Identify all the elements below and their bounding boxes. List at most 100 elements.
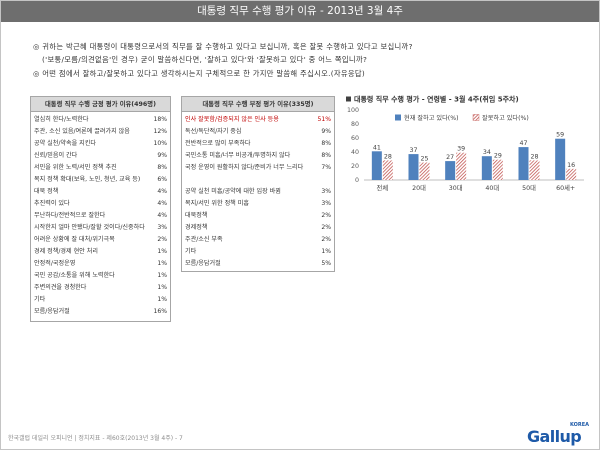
row-label: 시작한지 얼마 안됐다/잘할 것이다/신중하다	[34, 224, 145, 231]
data-label: 34	[483, 149, 491, 156]
negative-table-body: 인사 잘못함/검증되지 않은 인사 등용 51% 독선/독단적/자기 중심 9% 전…	[182, 112, 334, 270]
row-label: 서민을 위한 노력/서민 정책 추진	[34, 164, 117, 171]
data-label: 16	[567, 162, 575, 169]
page-title: 대통령 직무 수행 평가 이유 - 2013년 3월 4주	[197, 5, 403, 17]
bar-positive	[518, 147, 529, 180]
row-label: 기타	[34, 296, 46, 303]
table-row: 국정 운영이 원활하지 않다/준비가 너무 느리다 7%	[185, 162, 331, 186]
row-value: 9%	[157, 152, 167, 159]
data-label: 37	[409, 147, 417, 154]
row-label: 신뢰/믿음이 간다	[34, 152, 78, 159]
row-label: 주변의견을 경청한다	[34, 284, 87, 291]
row-label: 전반적으로 많이 부족하다	[185, 140, 251, 147]
row-value: 1%	[157, 248, 167, 255]
x-tick-label: 40대	[485, 184, 499, 192]
row-value: 6%	[157, 176, 167, 183]
data-label: 27	[446, 154, 454, 161]
row-value: 18%	[153, 116, 167, 123]
table-row-highlight: 인사 잘못함/검증되지 않은 인사 등용 51%	[185, 114, 331, 126]
logo-sub-text: KOREA	[569, 422, 589, 428]
table-row: 주변의견을 경청한다 1%	[34, 282, 167, 294]
row-label: 주관/소신 부족	[185, 236, 223, 243]
row-value: 4%	[157, 212, 167, 219]
negative-reasons-table: 대통령 직무 수행 부정 평가 이유(335명) 인사 잘못함/검증되지 않은 …	[181, 96, 335, 272]
row-value: 4%	[157, 188, 167, 195]
bar-positive	[481, 156, 492, 180]
table-row: 국민소통 미흡/너무 비공개/투명하지 않다 8%	[185, 150, 331, 162]
table-row: 시작한지 얼마 안됐다/잘할 것이다/신중하다 3%	[34, 222, 167, 234]
table-row: 공약 실천/약속을 지킨다 10%	[34, 138, 167, 150]
legend-label-negative: 잘못하고 있다(%)	[482, 114, 529, 122]
row-label: 추진력이 있다	[34, 200, 70, 207]
question-1-followup: ('보통/모름/의견없음'인 경우) 굳이 말씀하신다면, '잘하고 있다'와 …	[42, 55, 368, 64]
bar-positive	[371, 151, 382, 180]
data-label: 59	[556, 132, 564, 139]
negative-table-title: 대통령 직무 수행 부정 평가 이유(335명)	[182, 97, 334, 112]
table-row: 어려운 상황에 잘 대처/위기극복 2%	[34, 234, 167, 246]
row-label: 안정적/국정운영	[34, 260, 76, 267]
row-label: 경제정책	[185, 224, 208, 231]
footer-source: 한국갤럽 데일리 오피니언 | 정치지표 - 제60호(2013년 3월 4주)…	[8, 435, 183, 442]
table-row: 기타 1%	[185, 246, 331, 258]
row-value: 2%	[321, 236, 331, 243]
table-row: 모름/응답거절 5%	[185, 258, 331, 270]
data-label: 47	[519, 140, 527, 147]
x-tick-label: 20대	[412, 184, 426, 192]
table-row: 복지 정책 확대(보육, 노인, 청년, 교육 등) 6%	[34, 174, 167, 186]
bar-negative	[382, 160, 393, 180]
row-value: 2%	[321, 224, 331, 231]
x-tick-label: 50대	[522, 184, 536, 192]
row-label: 주관, 소신 있음/여론에 끌려가지 않음	[34, 128, 130, 135]
positive-table-title: 대통령 직무 수행 긍정 평가 이유(496명)	[31, 97, 170, 112]
data-label: 41	[373, 144, 381, 151]
bar-negative	[419, 162, 430, 180]
table-row: 대북정책 2%	[185, 210, 331, 222]
row-value: 3%	[157, 224, 167, 231]
table-row: 추진력이 있다 4%	[34, 198, 167, 210]
row-label: 모름/응답거절	[185, 260, 221, 267]
row-label: 경제 정책/경제 현안 처리	[34, 248, 98, 255]
legend-swatch-positive	[395, 114, 401, 121]
row-value: 5%	[321, 260, 331, 267]
data-label: 25	[420, 156, 428, 163]
row-value: 8%	[321, 140, 331, 147]
data-label: 28	[530, 153, 538, 160]
bar-negative	[566, 168, 577, 180]
row-label: 대북정책	[185, 212, 208, 219]
row-value: 9%	[321, 128, 331, 135]
row-value: 4%	[157, 200, 167, 207]
table-row: 모름/응답거절 16%	[34, 306, 167, 318]
table-row: 안정적/국정운영 1%	[34, 258, 167, 270]
row-label: 독선/독단적/자기 중심	[185, 128, 242, 135]
y-tick-label: 20	[351, 163, 359, 170]
row-value: 1%	[321, 248, 331, 255]
row-label: 인사 잘못함/검증되지 않은 인사 등용	[185, 116, 279, 123]
y-tick-label: 0	[355, 177, 359, 184]
y-tick-label: 40	[351, 149, 359, 156]
row-value: 2%	[157, 236, 167, 243]
row-value: 51%	[317, 116, 331, 123]
row-label: 국정 운영이 원활하지 않다/준비가 너무 느리다	[185, 164, 304, 171]
data-label: 29	[494, 153, 502, 160]
bar-positive	[445, 161, 456, 180]
row-label: 기타	[185, 248, 197, 255]
row-value: 10%	[153, 140, 167, 147]
y-tick-label: 80	[351, 121, 359, 128]
table-row: 열심히 한다/노력한다 18%	[34, 114, 167, 126]
table-row: 주관/소신 부족 2%	[185, 234, 331, 246]
table-row: 독선/독단적/자기 중심 9%	[185, 126, 331, 138]
x-tick-label: 60세+	[556, 183, 575, 192]
bullet-icon	[346, 96, 351, 102]
row-value: 12%	[153, 128, 167, 135]
row-label: 국민 공감/소통을 위해 노력한다	[34, 272, 115, 279]
row-label: 국민소통 미흡/너무 비공개/투명하지 않다	[185, 152, 291, 159]
table-row: 경제 정책/경제 현안 처리 1%	[34, 246, 167, 258]
data-label: 28	[384, 153, 392, 160]
question-1: ◎ 귀하는 박근혜 대통령이 대통령으로서의 직무를 잘 수행하고 있다고 보십…	[33, 42, 413, 51]
chart-title: 대통령 직무 수행 평가 - 연령별 - 3월 4주(취임 5주차)	[354, 95, 519, 104]
row-label: 무난하다/전반적으로 잘한다	[34, 212, 106, 219]
x-tick-label: 전체	[377, 183, 389, 192]
table-row: 전반적으로 많이 부족하다 8%	[185, 138, 331, 150]
row-label: 복지/서민 위한 정책 미흡	[185, 200, 249, 207]
